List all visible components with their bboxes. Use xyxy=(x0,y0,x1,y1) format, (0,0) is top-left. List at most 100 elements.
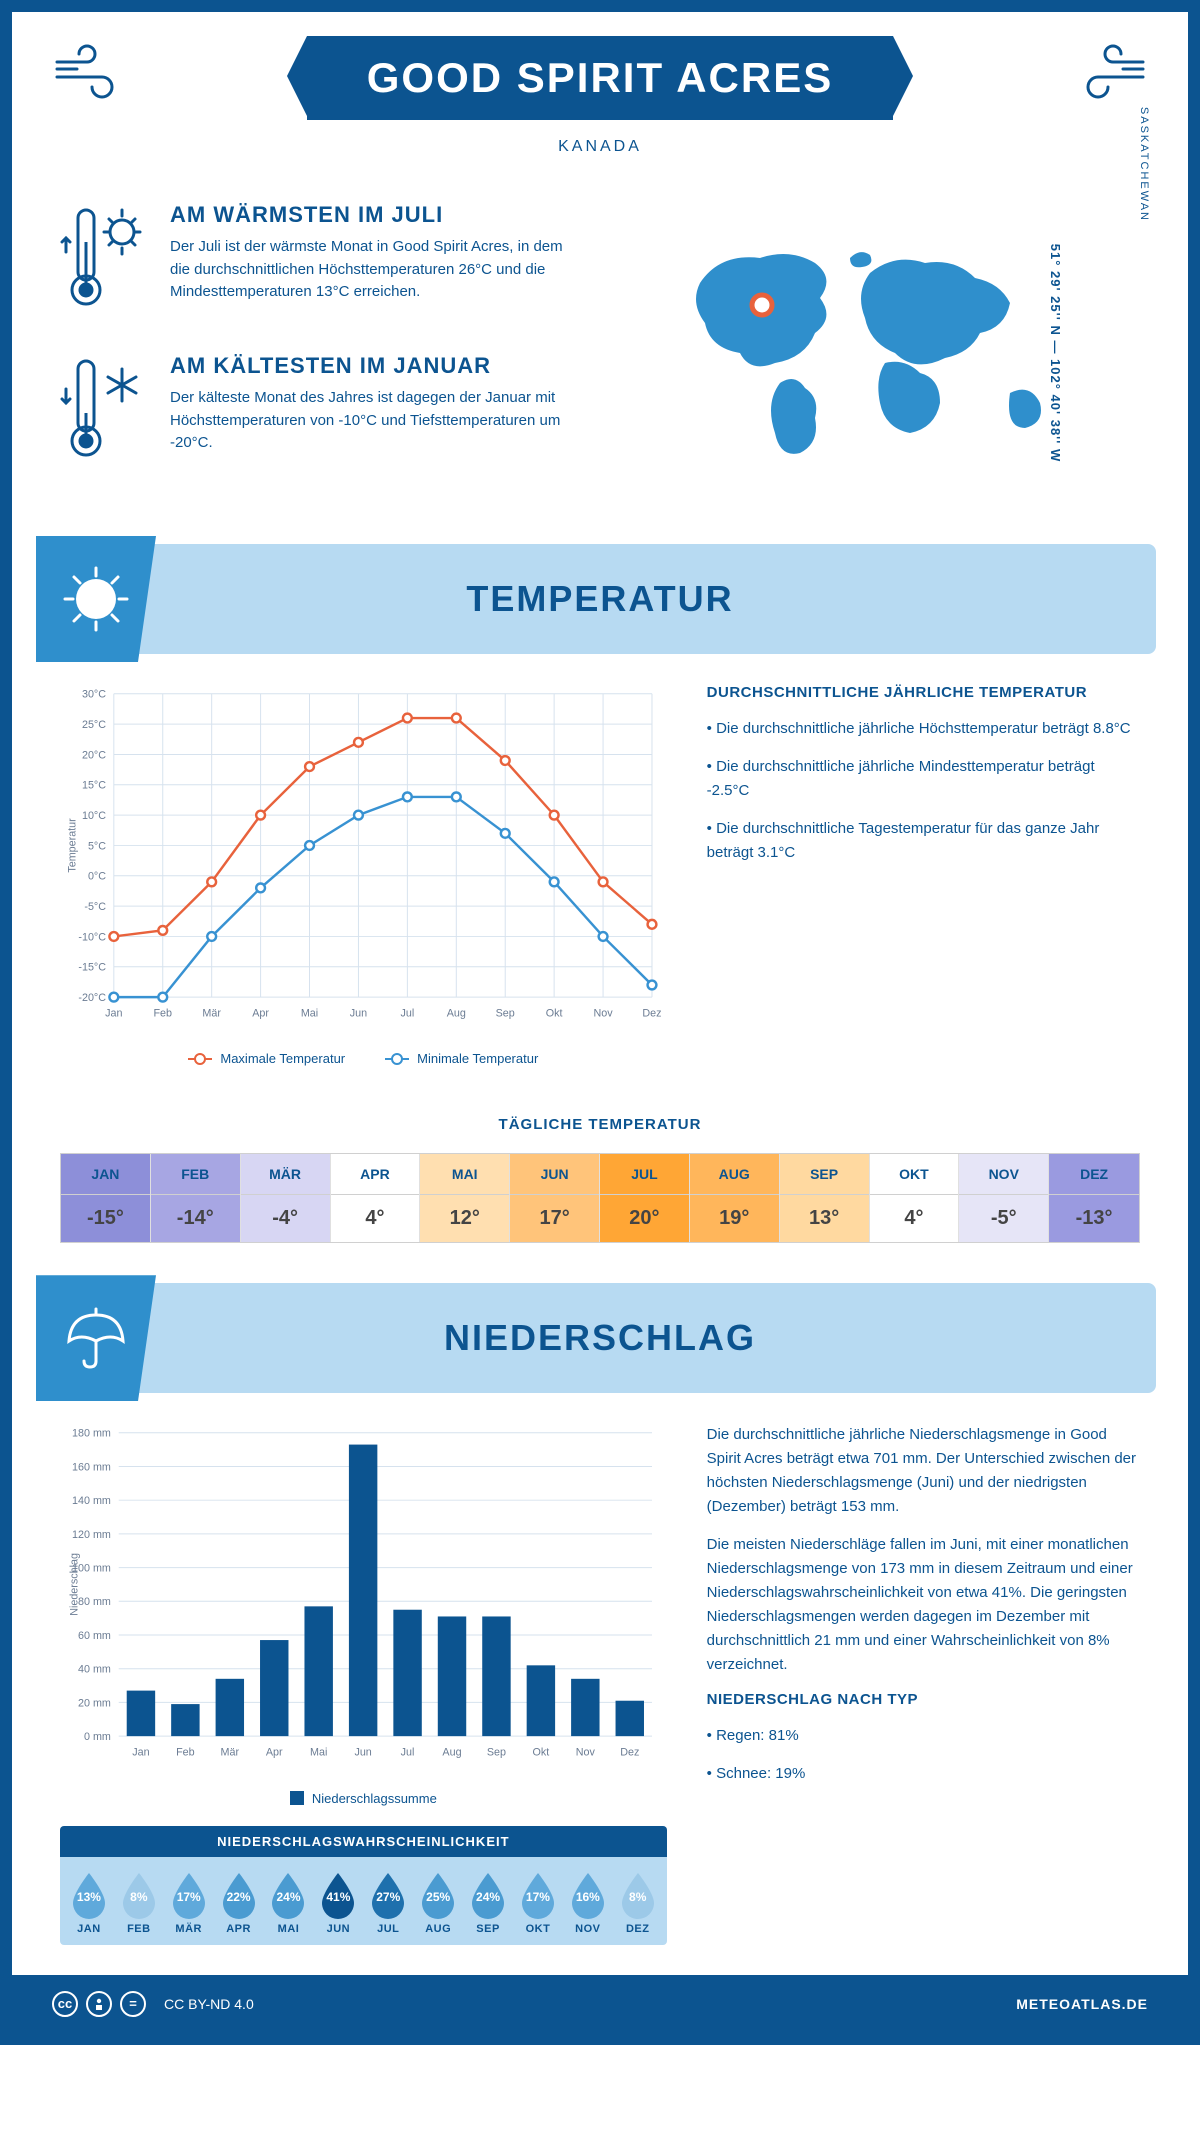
svg-text:120 mm: 120 mm xyxy=(72,1529,111,1541)
by-icon xyxy=(86,1991,112,2017)
svg-text:Temperatur: Temperatur xyxy=(67,818,79,873)
daily-temp-value: -5° xyxy=(959,1195,1048,1242)
thermometer-sun-icon xyxy=(60,202,150,317)
fact-cold-title: AM KÄLTESTEN IM JANUAR xyxy=(170,353,580,379)
fact-warm-title: AM WÄRMSTEN IM JULI xyxy=(170,202,580,228)
svg-text:Aug: Aug xyxy=(447,1008,466,1020)
prob-item: 17% OKT xyxy=(515,1871,561,1935)
prob-item: 27% JUL xyxy=(365,1871,411,1935)
world-map: SASKATCHEWAN 51° 29' 25'' N — 102° 40' 3… xyxy=(620,202,1140,504)
section-title-precipitation: NIEDERSCHLAG xyxy=(444,1317,756,1359)
svg-text:-15°C: -15°C xyxy=(78,962,106,974)
prob-item: 16% NOV xyxy=(565,1871,611,1935)
page-title: GOOD SPIRIT ACRES xyxy=(307,36,894,120)
svg-text:Dez: Dez xyxy=(642,1008,661,1020)
daily-temp-month: MAI xyxy=(420,1154,509,1195)
daily-temp-month: JUL xyxy=(600,1154,689,1195)
svg-text:20 mm: 20 mm xyxy=(78,1698,111,1710)
svg-text:Jul: Jul xyxy=(401,1747,415,1759)
section-title-temperature: TEMPERATUR xyxy=(466,578,733,620)
country-label: KANADA xyxy=(44,138,1156,156)
daily-temp-month: DEZ xyxy=(1049,1154,1139,1195)
daily-temp-value: -4° xyxy=(241,1195,330,1242)
legend-max: Maximale Temperatur xyxy=(220,1051,345,1066)
daily-temp-table: JAN -15° FEB -14° MÄR -4° APR 4° MAI 12°… xyxy=(60,1153,1140,1243)
daily-temp-value: 19° xyxy=(690,1195,779,1242)
svg-text:15°C: 15°C xyxy=(82,780,106,792)
svg-text:180 mm: 180 mm xyxy=(72,1428,111,1440)
fact-warm: AM WÄRMSTEN IM JULI Der Juli ist der wär… xyxy=(60,202,580,317)
prob-item: 13% JAN xyxy=(66,1871,112,1935)
svg-text:5°C: 5°C xyxy=(88,840,106,852)
daily-temp-value: 17° xyxy=(510,1195,599,1242)
prob-item: 17% MÄR xyxy=(166,1871,212,1935)
svg-text:Aug: Aug xyxy=(442,1747,461,1759)
temp-stat-2: Die durchschnittliche jährliche Mindestt… xyxy=(707,755,1140,803)
daily-temp-section: TÄGLICHE TEMPERATUR JAN -15° FEB -14° MÄ… xyxy=(12,1116,1188,1283)
svg-text:Dez: Dez xyxy=(620,1747,639,1759)
daily-temp-value: 4° xyxy=(870,1195,959,1242)
svg-text:Jul: Jul xyxy=(400,1008,414,1020)
cc-icon: cc xyxy=(52,1991,78,2017)
prob-item: 8% DEZ xyxy=(615,1871,661,1935)
prob-item: 24% MAI xyxy=(266,1871,312,1935)
coordinates: 51° 29' 25'' N — 102° 40' 38'' W xyxy=(1047,244,1062,463)
svg-text:Jan: Jan xyxy=(132,1747,149,1759)
svg-text:20°C: 20°C xyxy=(82,749,106,761)
svg-text:Nov: Nov xyxy=(576,1747,596,1759)
precipitation-text: Die durchschnittliche jährliche Niedersc… xyxy=(707,1423,1140,1944)
svg-text:40 mm: 40 mm xyxy=(78,1664,111,1676)
svg-text:80 mm: 80 mm xyxy=(78,1596,111,1608)
temp-stats-heading: DURCHSCHNITTLICHE JÄHRLICHE TEMPERATUR xyxy=(707,684,1140,701)
svg-text:Jan: Jan xyxy=(105,1008,122,1020)
footer: cc = CC BY-ND 4.0 METEOATLAS.DE xyxy=(12,1975,1188,2033)
daily-temp-month: FEB xyxy=(151,1154,240,1195)
svg-text:0 mm: 0 mm xyxy=(84,1731,111,1743)
precip-legend: Niederschlagssumme xyxy=(60,1791,667,1806)
svg-text:Feb: Feb xyxy=(153,1008,172,1020)
prob-item: 24% SEP xyxy=(465,1871,511,1935)
precip-probability: NIEDERSCHLAGSWAHRSCHEINLICHKEIT 13% JAN … xyxy=(60,1806,667,1945)
svg-text:-5°C: -5°C xyxy=(84,901,106,913)
precip-p1: Die durchschnittliche jährliche Niedersc… xyxy=(707,1423,1140,1519)
precipitation-banner: NIEDERSCHLAG xyxy=(44,1283,1156,1393)
footer-brand: METEOATLAS.DE xyxy=(1016,1996,1148,2012)
svg-text:Okt: Okt xyxy=(546,1008,563,1020)
svg-text:Jun: Jun xyxy=(350,1008,367,1020)
sun-icon xyxy=(36,536,156,662)
daily-temp-value: 13° xyxy=(780,1195,869,1242)
daily-temp-month: SEP xyxy=(780,1154,869,1195)
daily-temp-month: APR xyxy=(331,1154,420,1195)
umbrella-icon xyxy=(36,1275,156,1401)
prob-item: 41% JUN xyxy=(315,1871,361,1935)
legend-min: Minimale Temperatur xyxy=(417,1051,538,1066)
svg-text:140 mm: 140 mm xyxy=(72,1495,111,1507)
daily-temp-month: AUG xyxy=(690,1154,779,1195)
daily-temp-value: -14° xyxy=(151,1195,240,1242)
svg-text:Mai: Mai xyxy=(310,1747,327,1759)
svg-text:Apr: Apr xyxy=(266,1747,283,1759)
precip-p2: Die meisten Niederschläge fallen im Juni… xyxy=(707,1533,1140,1677)
daily-temp-title: TÄGLICHE TEMPERATUR xyxy=(60,1116,1140,1133)
svg-text:10°C: 10°C xyxy=(82,810,106,822)
temperature-stats: DURCHSCHNITTLICHE JÄHRLICHE TEMPERATUR D… xyxy=(707,684,1140,1066)
license-text: CC BY-ND 4.0 xyxy=(164,1996,254,2012)
region-label: SASKATCHEWAN xyxy=(1138,107,1150,222)
thermometer-snow-icon xyxy=(60,353,150,468)
license-block: cc = CC BY-ND 4.0 xyxy=(52,1991,254,2017)
prob-title: NIEDERSCHLAGSWAHRSCHEINLICHKEIT xyxy=(60,1826,667,1857)
svg-text:Feb: Feb xyxy=(176,1747,195,1759)
svg-text:Mai: Mai xyxy=(301,1008,318,1020)
svg-text:-20°C: -20°C xyxy=(78,992,106,1004)
precipitation-bar-chart: 0 mm20 mm40 mm60 mm80 mm100 mm120 mm140 … xyxy=(60,1423,667,1775)
precip-type-heading: NIEDERSCHLAG NACH TYP xyxy=(707,1691,1140,1708)
daily-temp-value: 4° xyxy=(331,1195,420,1242)
prob-item: 8% FEB xyxy=(116,1871,162,1935)
daily-temp-value: -13° xyxy=(1049,1195,1139,1242)
precip-type-rain: Regen: 81% xyxy=(707,1724,1140,1748)
svg-text:Nov: Nov xyxy=(593,1008,613,1020)
nd-icon: = xyxy=(120,1991,146,2017)
svg-text:0°C: 0°C xyxy=(88,871,106,883)
svg-text:Sep: Sep xyxy=(487,1747,506,1759)
temperature-line-chart: -20°C-15°C-10°C-5°C0°C5°C10°C15°C20°C25°… xyxy=(60,684,667,1036)
